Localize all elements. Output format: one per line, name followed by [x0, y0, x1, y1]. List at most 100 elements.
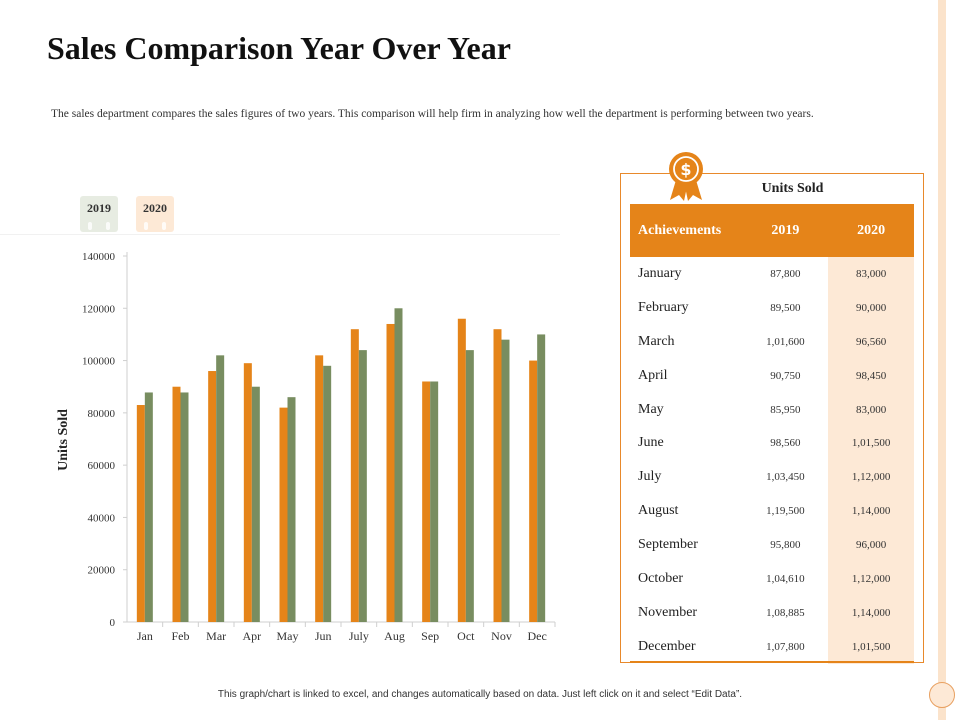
y-tick-label: 140000	[82, 251, 116, 263]
legend-divider	[0, 234, 560, 235]
bar-2019	[180, 392, 189, 622]
bar-2019	[144, 392, 153, 622]
legend-item-2020: 2020	[136, 196, 174, 232]
bar-2020	[386, 323, 395, 622]
bar-chart: 0 20000 40000 60000 80000 100000 120000 140000 J…	[56, 251, 556, 643]
value-2019-cell: 1,04,610	[742, 562, 829, 596]
value-2019-cell: 1,19,500	[742, 494, 829, 529]
value-2019-cell: 95,800	[742, 528, 829, 563]
month-cell: June	[638, 435, 664, 451]
x-tick-label: Jan	[137, 629, 153, 643]
value-2019-cell: 1,07,800	[742, 629, 829, 664]
month-cell: March	[638, 333, 675, 349]
value-2020-cell: 1,12,000	[828, 562, 914, 596]
table-row: April 90,750 98,450	[630, 358, 914, 393]
bar-2019	[323, 365, 332, 622]
table-header-row: Achievements 2019 2020	[630, 204, 914, 257]
x-tick-label: Mar	[206, 629, 226, 643]
header-2019: 2019	[742, 204, 829, 257]
month-cell: December	[638, 638, 696, 654]
value-2020-cell: 1,01,500	[828, 426, 914, 461]
y-tick-label: 120000	[82, 303, 116, 315]
legend-label-2020: 2020	[143, 201, 167, 215]
bar-2019	[430, 381, 439, 622]
bar-2020	[350, 329, 359, 622]
value-2019-cell: 98,560	[742, 426, 829, 461]
table-row: November 1,08,885 1,14,000	[630, 595, 914, 630]
table-row: February 89,500 90,000	[630, 290, 914, 325]
y-axis-title: Units Sold	[56, 409, 71, 471]
award-badge-icon: $	[669, 152, 703, 201]
table-row: August 1,19,500 1,14,000	[630, 494, 914, 529]
value-2019-cell: 87,800	[742, 257, 829, 291]
legend-tab-left	[88, 222, 92, 230]
value-2020-cell: 1,14,000	[828, 595, 914, 630]
page-description: The sales department compares the sales …	[51, 108, 814, 120]
bar-2020	[422, 381, 431, 622]
bar-2020	[136, 405, 145, 622]
right-accent-band	[938, 0, 946, 720]
table-row: December 1,07,800 1,01,500	[630, 629, 914, 664]
month-cell: July	[638, 469, 662, 485]
header-achievements: Achievements	[630, 204, 743, 257]
legend-label-2019: 2019	[87, 201, 111, 215]
value-2020-cell: 96,560	[828, 324, 914, 359]
bar-2020	[172, 386, 181, 622]
value-2020-cell: 83,000	[828, 392, 914, 427]
y-tick-label: 40000	[88, 512, 116, 524]
table-row: March 1,01,600 96,560	[630, 324, 914, 359]
bar-2019	[216, 355, 225, 622]
chart-axes: 0 20000 40000 60000 80000 100000 120000 140000 J…	[82, 251, 556, 643]
legend-item-2019: 2019	[80, 196, 118, 232]
value-2020-cell: 90,000	[828, 290, 914, 325]
x-tick-label: Dec	[528, 629, 547, 643]
bar-2019	[501, 339, 510, 622]
value-2019-cell: 90,750	[742, 358, 829, 393]
header-2020: 2020	[828, 204, 914, 257]
bar-2019	[251, 386, 260, 622]
table-bottom-rule	[630, 661, 914, 663]
value-2019-cell: 1,08,885	[742, 595, 829, 630]
chart-bars	[136, 308, 546, 622]
value-2020-cell: 98,450	[828, 358, 914, 393]
x-tick-label: July	[349, 629, 369, 643]
value-2019-cell: 89,500	[742, 290, 829, 325]
footnote: This graph/chart is linked to excel, and…	[217, 689, 743, 700]
table-row: July 1,03,450 1,12,000	[630, 460, 914, 495]
y-tick-label: 100000	[82, 356, 116, 368]
legend-tab-right	[106, 222, 110, 230]
bar-2020	[529, 360, 538, 622]
y-tick-label: 20000	[88, 565, 116, 577]
table-row: October 1,04,610 1,12,000	[630, 562, 914, 596]
svg-text:$: $	[680, 160, 691, 179]
y-tick-label: 80000	[88, 408, 116, 420]
bar-2019	[465, 350, 474, 622]
value-2019-cell: 85,950	[742, 392, 829, 427]
x-tick-label: Sep	[421, 629, 439, 643]
value-2020-cell: 1,12,000	[828, 460, 914, 495]
value-2020-cell: 96,000	[828, 528, 914, 563]
bar-2020	[243, 363, 252, 622]
value-2020-cell: 1,14,000	[828, 494, 914, 529]
corner-circle-decoration	[929, 682, 955, 708]
month-cell: October	[638, 570, 684, 586]
legend-tab-left	[144, 222, 148, 230]
bar-2019	[287, 397, 296, 622]
table-row: September 95,800 96,000	[630, 528, 914, 563]
month-cell: August	[638, 503, 679, 519]
value-2020-cell: 1,01,500	[828, 629, 914, 664]
page-title: Sales Comparison Year Over Year	[47, 30, 511, 66]
y-tick-label: 60000	[88, 460, 116, 472]
bar-2020	[493, 329, 502, 622]
x-tick-label: May	[277, 629, 299, 643]
x-tick-label: Feb	[172, 629, 190, 643]
month-cell: February	[638, 299, 689, 315]
bar-2020	[457, 318, 466, 622]
x-tick-label: Apr	[242, 629, 261, 643]
table-row: January 87,800 83,000	[630, 257, 914, 291]
month-cell: January	[638, 265, 682, 281]
bar-2019	[358, 350, 367, 622]
value-2020-cell: 83,000	[828, 257, 914, 291]
bar-2020	[315, 355, 324, 622]
month-cell: September	[638, 537, 698, 553]
